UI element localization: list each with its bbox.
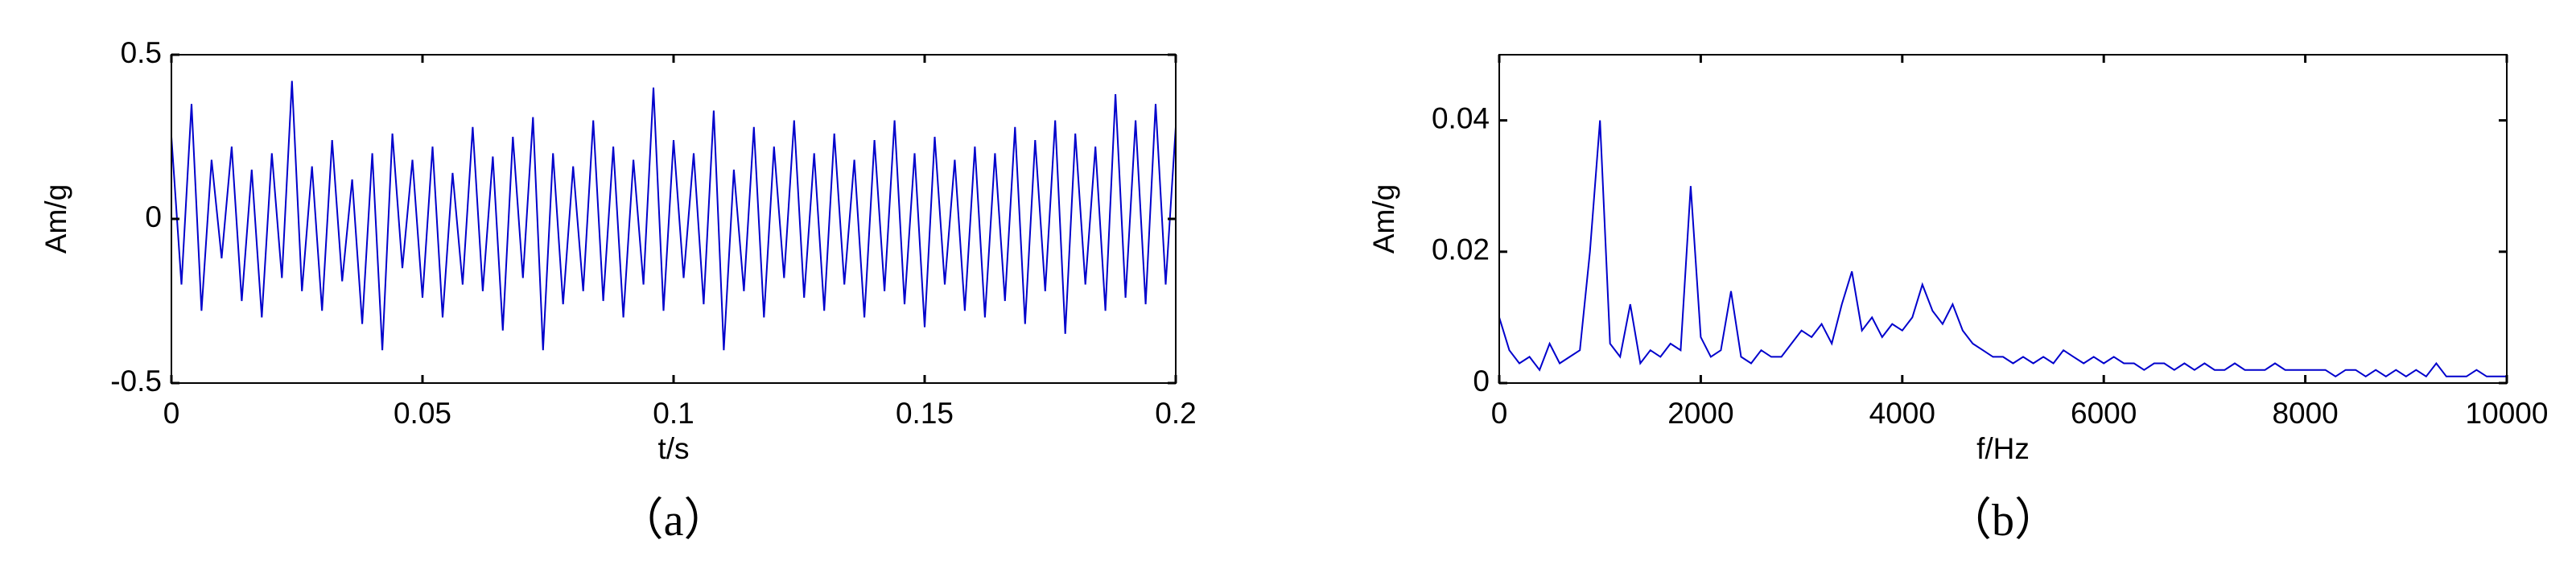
x-tick-label: 2000 [1667,397,1733,430]
x-tick-label: 4000 [1869,397,1935,430]
plot-frame [1498,54,2508,384]
x-tick-label: 0.15 [896,397,954,430]
x-tick-label: 0.05 [394,397,451,430]
x-tick-label: 0.2 [1155,397,1196,430]
x-tick-label: 10000 [2466,397,2549,430]
caption: （a） [619,496,729,546]
x-tick-label: 0 [163,397,180,430]
x-tick-label: 6000 [2071,397,2137,430]
x-axis-label: f/Hz [1976,432,2030,465]
y-tick-label: 0 [1473,365,1490,398]
y-tick-label: 0.5 [121,36,162,69]
y-axis-label: Am/g [39,184,72,253]
y-tick-label: 0.02 [1432,233,1490,266]
y-tick-label: -0.5 [110,365,162,398]
caption: （b） [1947,496,2059,546]
signal-line [171,80,1177,351]
y-axis-label: Am/g [1367,184,1400,253]
signal-line [1498,120,2507,378]
x-tick-label: 0.1 [653,397,694,430]
plot-frame [171,54,1177,384]
x-tick-label: 8000 [2272,397,2338,430]
y-tick-label: 0 [145,200,162,233]
x-axis-label: t/s [657,432,689,465]
y-tick-label: 0.04 [1432,101,1490,134]
x-tick-label: 0 [1491,397,1508,430]
